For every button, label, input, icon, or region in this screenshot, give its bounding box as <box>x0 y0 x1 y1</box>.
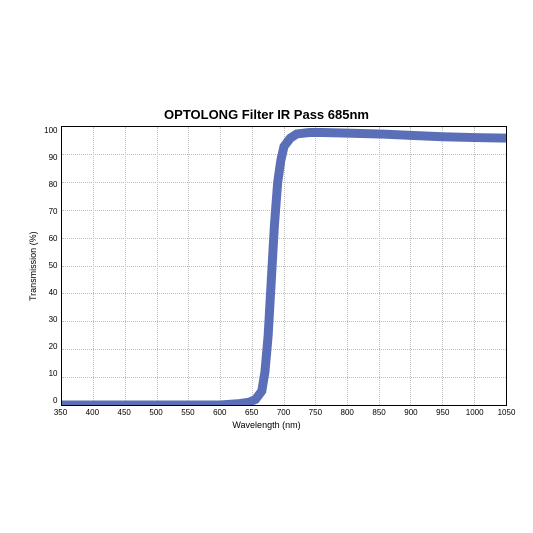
x-tick: 750 <box>309 408 322 417</box>
x-tick: 900 <box>404 408 417 417</box>
y-tick: 70 <box>39 207 58 216</box>
x-tick: 1050 <box>498 408 516 417</box>
y-tick: 100 <box>39 126 58 135</box>
y-tick: 60 <box>39 234 58 243</box>
x-tick: 700 <box>277 408 290 417</box>
x-tick: 950 <box>436 408 449 417</box>
x-tick: 850 <box>372 408 385 417</box>
transmission-chart: OPTOLONG Filter IR Pass 685nm Transmissi… <box>27 107 507 427</box>
x-tick: 550 <box>181 408 194 417</box>
y-axis-ticks: 1009080706050403020100 <box>39 126 61 406</box>
y-tick: 30 <box>39 315 58 324</box>
y-axis-label: Transmission (%) <box>27 126 39 406</box>
x-tick: 400 <box>86 408 99 417</box>
x-tick: 650 <box>245 408 258 417</box>
chart-title: OPTOLONG Filter IR Pass 685nm <box>27 107 507 122</box>
x-axis-label: Wavelength (nm) <box>27 420 507 430</box>
plot-wrapper: Transmission (%) 1009080706050403020100 <box>27 126 507 406</box>
y-tick: 0 <box>39 396 58 405</box>
y-tick: 50 <box>39 261 58 270</box>
y-tick: 90 <box>39 153 58 162</box>
x-tick: 1000 <box>466 408 484 417</box>
transmission-curve <box>62 127 506 405</box>
y-tick: 20 <box>39 342 58 351</box>
x-tick: 500 <box>149 408 162 417</box>
x-tick: 600 <box>213 408 226 417</box>
x-tick: 350 <box>54 408 67 417</box>
y-tick: 80 <box>39 180 58 189</box>
plot-area <box>61 126 507 406</box>
x-tick: 800 <box>341 408 354 417</box>
curve-path <box>62 132 506 404</box>
y-tick: 10 <box>39 369 58 378</box>
x-axis-ticks: 3504004505005506006507007508008509009501… <box>61 406 507 418</box>
x-tick: 450 <box>118 408 131 417</box>
y-tick: 40 <box>39 288 58 297</box>
